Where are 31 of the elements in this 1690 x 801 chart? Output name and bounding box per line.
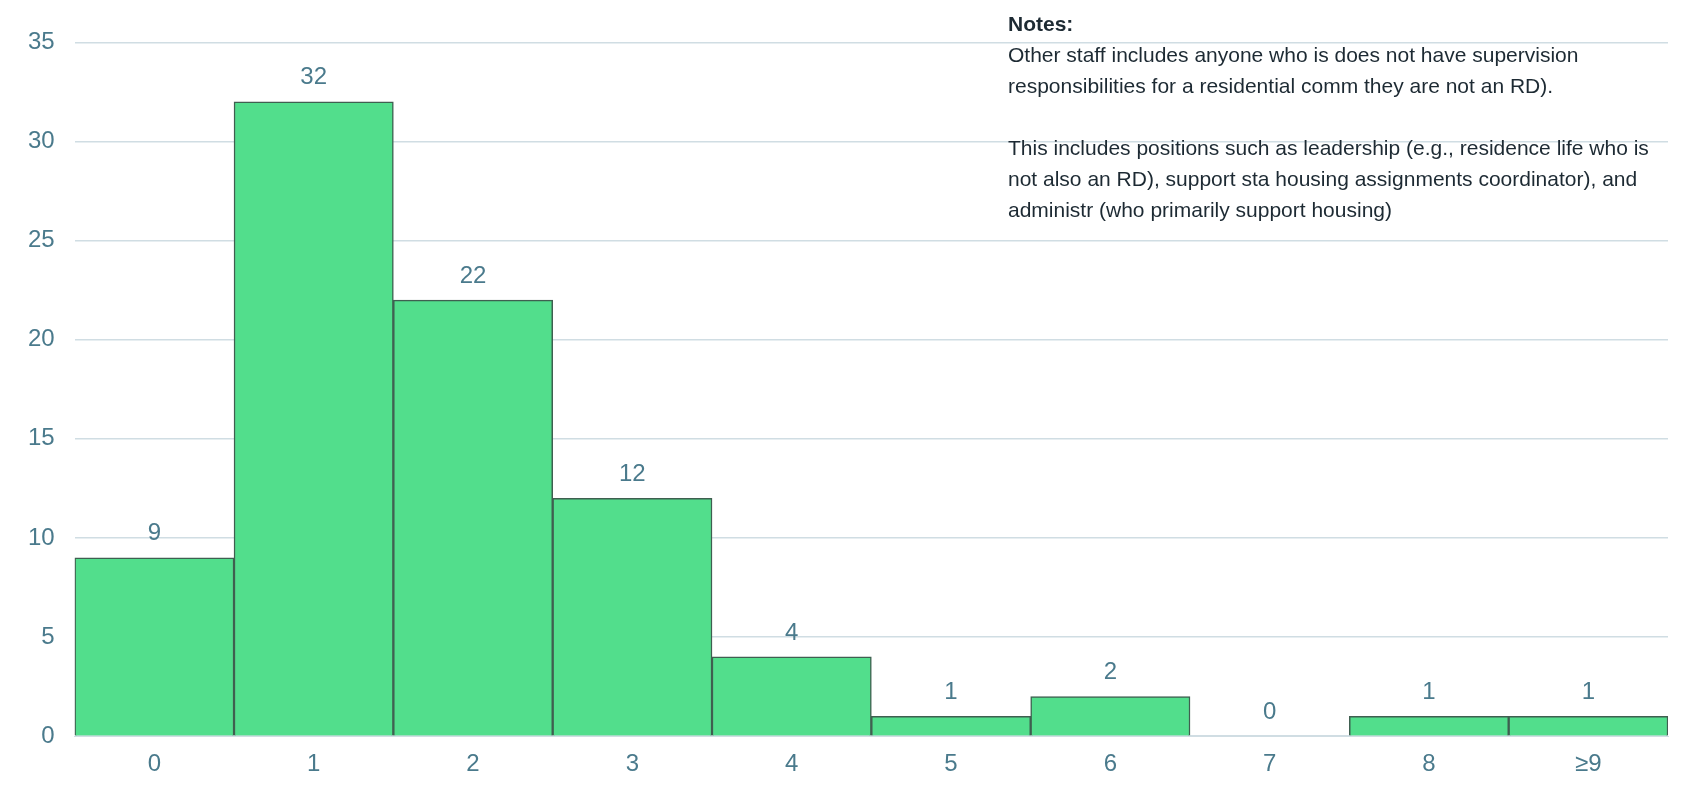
y-tick-label: 30 xyxy=(27,126,55,154)
y-tick-label: 20 xyxy=(27,324,55,352)
y-tick-label: 10 xyxy=(27,522,55,550)
data-label: 22 xyxy=(459,260,487,288)
data-label: 1 xyxy=(1581,677,1596,704)
x-tick-label: 6 xyxy=(1103,749,1118,777)
y-tick-label: 5 xyxy=(41,621,55,649)
data-label: 12 xyxy=(619,458,646,486)
annotation: Other staff includes anyone who is does not have supervision responsibilities for a residential comm they are not an RD). xyxy=(1008,42,1580,99)
data-label: 1 xyxy=(1422,677,1436,704)
text: Notes: xyxy=(1008,11,1075,37)
y-tick-label: 0 xyxy=(41,720,55,748)
x-tick-label: 5 xyxy=(944,749,958,777)
annotation: This includes positions such as leadership (e.g., residence life who is not also an RD), support sta housing assignments coordinator), and administr (who primarily support housing) xyxy=(1008,135,1650,223)
data-label: 1 xyxy=(944,677,958,704)
x-tick-label: 1 xyxy=(307,749,321,777)
x-tick-label: 4 xyxy=(785,749,799,777)
data-label: 32 xyxy=(300,62,328,90)
x-tick-label: 2 xyxy=(466,749,480,777)
data-label: 9 xyxy=(147,518,162,546)
x-tick-label: ≥9 xyxy=(1575,749,1602,777)
y-tick-label: 35 xyxy=(27,27,55,55)
x-tick-label: 8 xyxy=(1422,749,1436,777)
data-label: 0 xyxy=(1262,696,1277,724)
y-tick-label: 25 xyxy=(27,225,55,253)
data-label: 2 xyxy=(1103,657,1118,685)
x-tick-label: 7 xyxy=(1262,749,1277,777)
x-tick-label: 0 xyxy=(147,749,162,777)
x-tick-label: 3 xyxy=(625,749,640,777)
data-label: 4 xyxy=(785,617,799,645)
y-tick-label: 15 xyxy=(27,423,55,451)
